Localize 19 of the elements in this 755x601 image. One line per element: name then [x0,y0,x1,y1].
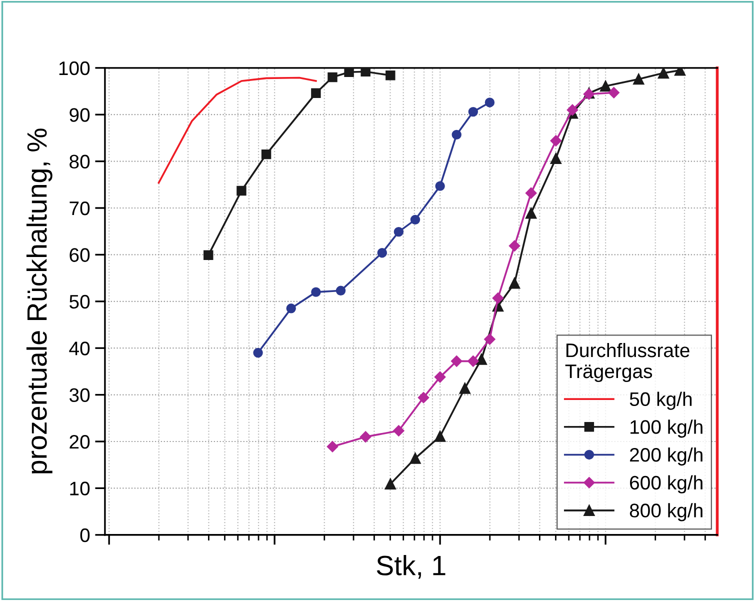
y-tick-label: 100 [59,61,90,76]
y-tick-label: 60 [70,248,90,262]
y-tick-label: 70 [70,201,90,216]
legend-label: 800 kg/h [630,503,702,522]
x-axis-title: Stk, 1 [376,555,446,579]
y-tick-label: 0 [80,528,90,542]
legend-label: 50 kg/h [630,392,692,410]
legend-title: Durchflussrate Trägergas [565,342,690,382]
y-tick-label: 80 [70,154,90,169]
y-tick-label: 10 [70,482,90,496]
y-tick-label: 50 [70,294,90,309]
y-tick-label: 90 [70,108,90,122]
legend-label: 200 kg/h [630,447,702,466]
legend-label: 600 kg/h [630,475,702,494]
y-tick-label: 40 [69,342,90,356]
y-tick-label: 30 [69,388,90,402]
y-tick-label: 20 [70,434,90,449]
legend-label: 100 kg/h [630,420,702,438]
y-axis-title: prozentuale Rückhaltung, % [26,128,52,474]
